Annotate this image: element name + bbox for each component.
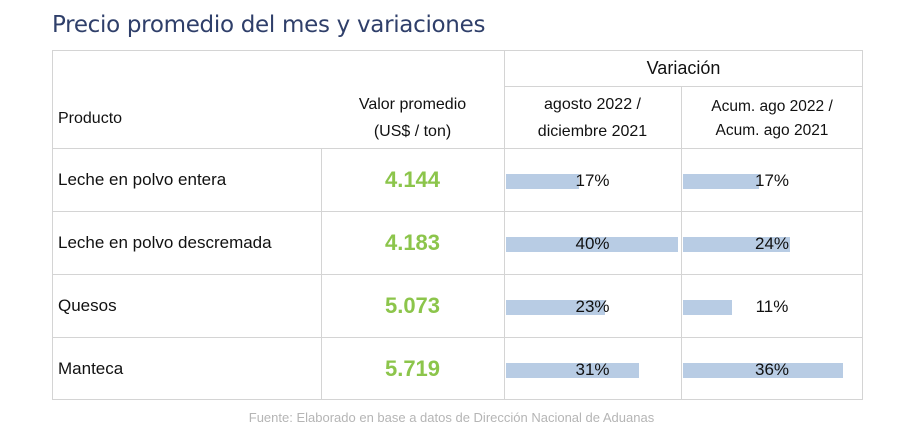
product-name: Quesos [58, 295, 117, 315]
variation-label: 17% [754, 171, 790, 190]
variation-bar [683, 174, 759, 189]
variation-bar [683, 300, 732, 315]
header-variacion: Variación [646, 58, 721, 78]
variation-bar [506, 363, 640, 378]
column-divider [681, 86, 682, 400]
variation-label: 36% [754, 360, 790, 379]
variation-bar [506, 300, 605, 315]
average-value: 4.183 [384, 229, 441, 255]
header-valor-line1: Valor promedio [358, 96, 467, 113]
header-var-acum: Acum. ago 2022 / Acum. ago 2021 [681, 95, 863, 143]
row-divider [53, 274, 863, 275]
product-name: Manteca [58, 358, 124, 378]
header-divider [53, 148, 863, 149]
price-table: Variación Producto Valor promedio (US$ /… [52, 50, 863, 400]
variation-bar [683, 363, 844, 378]
average-value: 5.719 [384, 355, 441, 381]
variation-label: 31% [575, 360, 610, 379]
row-divider [53, 337, 863, 338]
variation-bar [506, 174, 580, 189]
header-var-mes-line2: diciembre 2021 [537, 123, 648, 140]
header-var-mes-line1: agosto 2022 / [544, 96, 641, 113]
column-divider [504, 51, 505, 400]
header-var-acum-line2: Acum. ago 2021 [715, 122, 829, 139]
variation-label: 11% [755, 297, 789, 316]
variation-label: 17% [575, 171, 610, 190]
header-var-acum-line1: Acum. ago 2022 / [711, 98, 833, 115]
header-var-mes: agosto 2022 / diciembre 2021 [504, 91, 681, 145]
product-name: Leche en polvo entera [58, 169, 227, 189]
variation-bar [506, 237, 678, 252]
page-title: Precio promedio del mes y variaciones [52, 12, 486, 38]
average-value: 4.144 [384, 166, 441, 192]
variation-label: 23% [575, 297, 610, 316]
header-valor-line2: (US$ / ton) [373, 123, 452, 140]
header-valor: Valor promedio (US$ / ton) [321, 91, 504, 145]
row-divider [53, 211, 863, 212]
variation-bar [683, 237, 790, 252]
source-note: Fuente: Elaborado en base a datos de Dir… [248, 410, 655, 425]
product-name: Leche en polvo descremada [58, 232, 272, 252]
variation-label: 24% [754, 234, 790, 253]
average-value: 5.073 [384, 292, 441, 318]
header-producto: Producto [58, 109, 123, 127]
variation-label: 40% [575, 234, 610, 253]
variacion-divider [504, 86, 863, 87]
